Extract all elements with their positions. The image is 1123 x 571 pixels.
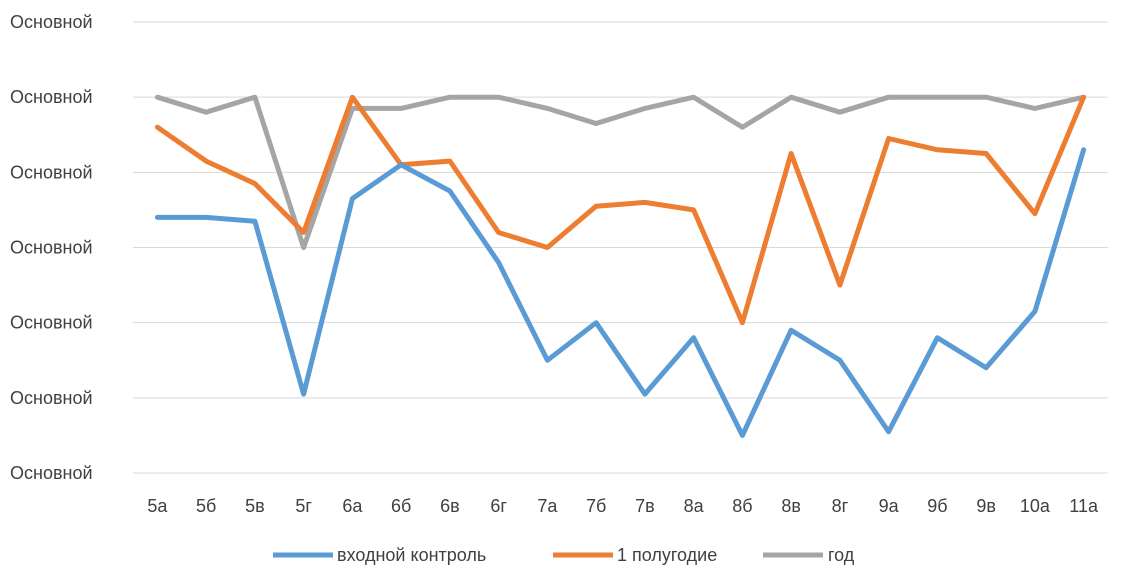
series-line-2 — [154, 94, 1087, 250]
y-tick-label-4: Основной — [10, 162, 93, 182]
x-tick-label-19: 11а — [1069, 496, 1099, 516]
x-tick-label-5: 6б — [391, 496, 411, 516]
x-tick-label-15: 9а — [879, 496, 900, 516]
x-tick-label-18: 10а — [1020, 496, 1051, 516]
legend-label-0: входной контроль — [337, 545, 486, 565]
series-line-0 — [154, 147, 1087, 438]
x-tick-label-17: 9в — [976, 496, 996, 516]
x-tick-label-3: 5г — [295, 496, 312, 516]
x-tick-label-10: 7в — [635, 496, 655, 516]
series-line-1 — [154, 94, 1087, 326]
y-tick-label-5: Основной — [10, 87, 93, 107]
gridlines — [133, 21, 1108, 474]
x-tick-label-2: 5в — [245, 496, 265, 516]
x-tick-label-16: 9б — [927, 496, 947, 516]
legend-label-1: 1 полугодие — [617, 545, 717, 565]
y-tick-label-3: Основной — [10, 238, 93, 258]
y-axis-tick-labels: Основной Основной Основной Основной Основной… — [10, 12, 93, 483]
x-axis-tick-labels: 5а 5б 5в 5г 6а 6б 6в 6г 7а 7б 7в 8а 8б 8в 8г 9а 9б 9в 10а 1… — [147, 496, 1099, 516]
x-tick-label-6: 6в — [440, 496, 460, 516]
x-tick-label-13: 8в — [781, 496, 801, 516]
x-tick-label-8: 7а — [537, 496, 558, 516]
x-tick-label-4: 6а — [342, 496, 363, 516]
legend-label-2: год — [828, 545, 855, 565]
legend: входной контроль 1 полугодие год — [273, 545, 855, 565]
x-tick-label-12: 8б — [732, 496, 752, 516]
y-tick-label-2: Основной — [10, 313, 93, 333]
y-tick-label-1: Основной — [10, 388, 93, 408]
x-tick-label-11: 8а — [684, 496, 705, 516]
x-tick-label-7: 6г — [490, 496, 507, 516]
x-tick-label-9: 7б — [586, 496, 606, 516]
y-tick-label-6: Основной — [10, 12, 93, 32]
series-lines — [154, 94, 1087, 438]
y-tick-label-0: Основной — [10, 463, 93, 483]
x-tick-label-1: 5б — [196, 496, 216, 516]
x-tick-label-0: 5а — [147, 496, 168, 516]
x-tick-label-14: 8г — [832, 496, 849, 516]
